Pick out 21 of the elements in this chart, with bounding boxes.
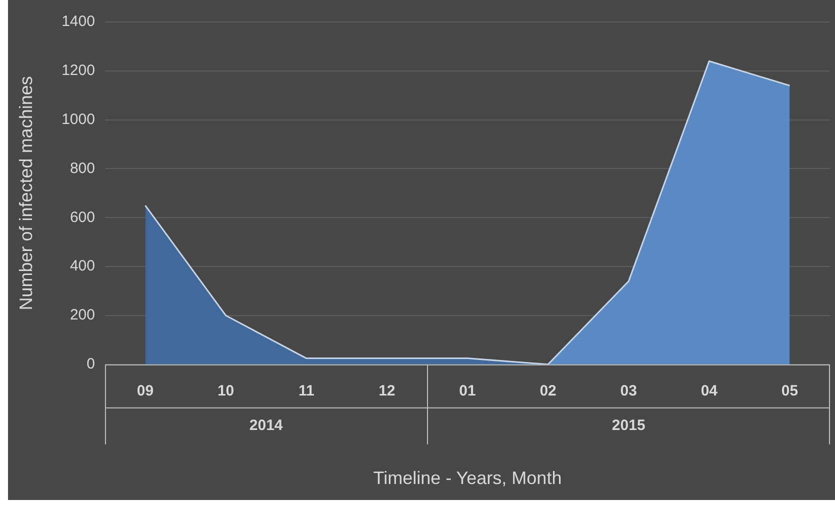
x-tick-label: 10: [217, 382, 234, 400]
x-axis-title: Timeline - Years, Month: [373, 468, 562, 488]
y-axis-title: Number of infected machines: [16, 76, 36, 310]
x-tick-label: 01: [459, 382, 476, 400]
text: 2014: [249, 417, 284, 434]
x-tick-label: 11: [298, 382, 314, 400]
y-tick-label: 200: [70, 306, 95, 324]
x-tick-label: 02: [540, 382, 556, 400]
x-tick-label: 03: [620, 382, 637, 400]
x-tick-label: 04: [700, 382, 718, 400]
y-tick-label: 1400: [62, 13, 95, 30]
x-tick-label: 05: [781, 382, 798, 400]
x-tick-label: 12: [378, 382, 396, 400]
x-tick-label: 09: [136, 382, 154, 400]
text: 2015: [612, 417, 646, 434]
y-tick-label: 600: [70, 208, 95, 226]
y-tick-label: 1000: [62, 110, 95, 128]
y-tick-label: 800: [70, 160, 95, 177]
y-tick-label: 0: [86, 356, 95, 373]
y-tick-label: 400: [70, 258, 95, 275]
y-tick-label: 1200: [62, 62, 95, 80]
